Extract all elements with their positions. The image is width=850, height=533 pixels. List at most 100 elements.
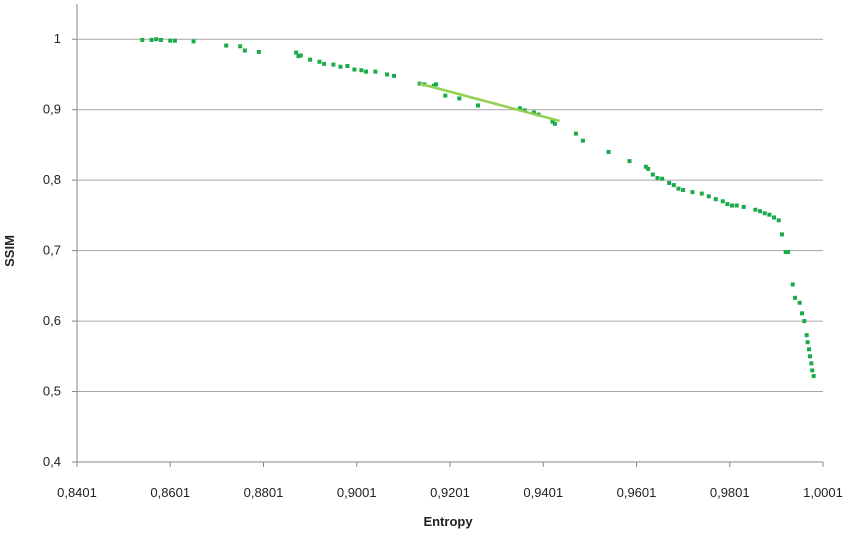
data-point: [807, 347, 812, 352]
data-point: [338, 64, 343, 69]
data-point: [606, 149, 611, 154]
x-tick-label: 0,9201: [430, 485, 470, 500]
data-points: [140, 37, 816, 379]
data-point: [804, 333, 809, 338]
x-tick-label: 0,8401: [57, 485, 97, 500]
data-point: [475, 103, 480, 108]
data-point: [690, 190, 695, 195]
data-point: [359, 68, 364, 73]
data-point: [811, 374, 816, 379]
y-tick-label: 1: [54, 31, 61, 46]
data-point: [699, 191, 704, 196]
data-point: [238, 44, 243, 49]
data-point: [154, 37, 159, 42]
x-tick-label: 0,8601: [150, 485, 190, 500]
data-point: [776, 218, 781, 223]
data-point: [308, 57, 313, 62]
x-tick-label: 0,9801: [710, 485, 750, 500]
data-point: [809, 361, 814, 366]
data-point: [667, 180, 672, 185]
data-point: [779, 232, 784, 237]
trendline: [419, 82, 560, 123]
data-point: [643, 164, 648, 169]
data-point: [550, 119, 555, 124]
data-point: [786, 250, 791, 255]
data-point: [517, 106, 522, 111]
data-point: [172, 38, 177, 43]
data-point: [783, 250, 788, 255]
data-point: [352, 67, 357, 72]
data-point: [762, 211, 767, 216]
y-tick-labels: 0,4 0,5 0,6 0,7 0,8 0,9 1: [43, 31, 61, 469]
data-point: [807, 354, 812, 359]
data-point: [385, 72, 390, 77]
data-point: [725, 202, 730, 207]
data-point: [802, 319, 807, 324]
data-point: [256, 49, 261, 54]
data-point: [805, 340, 810, 345]
data-point: [800, 311, 805, 316]
data-point: [573, 131, 578, 136]
data-point: [646, 166, 651, 171]
x-tick-label: 0,9001: [337, 485, 377, 500]
data-point: [706, 194, 711, 199]
data-point: [434, 82, 439, 87]
data-point: [650, 172, 655, 177]
data-point: [713, 197, 718, 202]
x-tick-label: 0,9401: [523, 485, 563, 500]
data-point: [373, 69, 378, 74]
data-point: [681, 188, 686, 193]
data-point: [671, 183, 676, 188]
data-point: [457, 96, 462, 101]
data-point: [531, 110, 536, 115]
data-point: [741, 204, 746, 209]
data-point: [758, 209, 763, 214]
data-point: [797, 300, 802, 305]
data-point: [552, 121, 557, 126]
data-point: [392, 73, 397, 78]
data-point: [168, 38, 173, 43]
y-tick-label: 0,8: [43, 172, 61, 187]
data-point: [772, 215, 777, 220]
y-tick-label: 0,9: [43, 102, 61, 117]
data-point: [753, 207, 758, 212]
data-point: [345, 64, 350, 69]
data-point: [294, 50, 299, 55]
data-point: [296, 54, 301, 59]
axes: [72, 4, 824, 467]
data-point: [655, 176, 660, 181]
y-tick-label: 0,5: [43, 384, 61, 399]
data-point: [790, 282, 795, 287]
x-tick-label: 0,8801: [244, 485, 284, 500]
data-point: [322, 61, 327, 66]
data-point: [331, 62, 336, 67]
data-point: [224, 43, 229, 48]
data-point: [140, 37, 145, 42]
y-axis-title: SSIM: [2, 235, 17, 267]
data-point: [191, 39, 196, 44]
data-point: [431, 83, 436, 88]
data-point: [149, 37, 154, 42]
y-tick-label: 0,4: [43, 454, 61, 469]
y-tick-label: 0,6: [43, 313, 61, 328]
data-point: [767, 212, 772, 217]
data-point: [660, 176, 665, 181]
data-point: [810, 368, 815, 373]
x-tick-label: 1,0001: [803, 485, 843, 500]
data-point: [734, 203, 739, 208]
data-point: [793, 295, 798, 300]
data-point: [443, 93, 448, 98]
trendline-group: [419, 82, 560, 123]
data-point: [298, 53, 303, 58]
data-point: [317, 59, 322, 64]
data-point: [364, 69, 369, 74]
x-axis-title: Entropy: [423, 514, 473, 529]
data-point: [720, 199, 725, 204]
data-point: [627, 159, 632, 164]
x-tick-labels: 0,8401 0,8601 0,8801 0,9001 0,9201 0,9401 0,96…: [57, 485, 843, 500]
data-point: [580, 138, 585, 143]
data-point: [730, 203, 735, 208]
y-tick-label: 0,7: [43, 243, 61, 258]
data-point: [676, 186, 681, 191]
